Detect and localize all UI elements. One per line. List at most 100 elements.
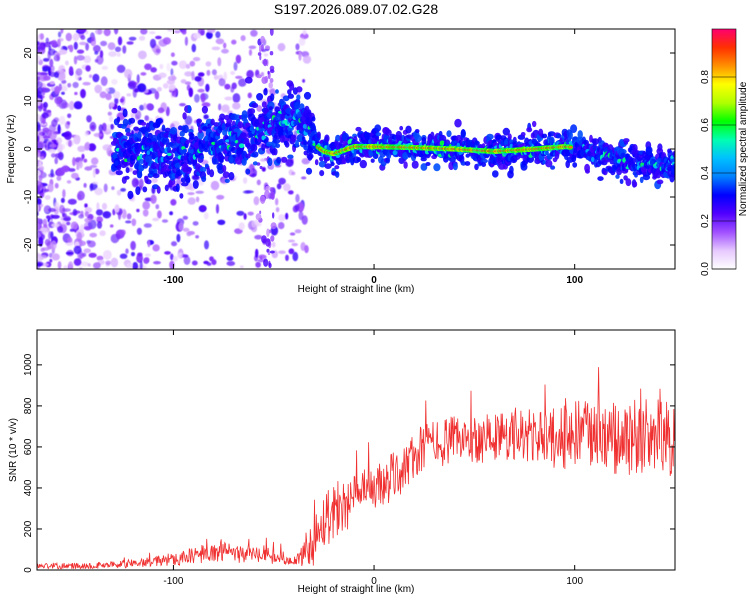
spectrogram-noise-cell <box>130 240 136 251</box>
spectrogram-noise-cell <box>250 29 258 37</box>
spectrogram-noise-cell <box>41 112 49 119</box>
spectrogram-ridge-cell <box>185 166 192 172</box>
spectrogram-noise-cell <box>298 37 306 46</box>
spectrogram-ridge-cell <box>238 143 245 148</box>
spectrogram-ridge-cell <box>122 161 130 166</box>
spectrogram-noise-cell <box>65 251 74 255</box>
spectrogram-ridge-cell <box>555 133 562 139</box>
spectrogram-noise-cell <box>117 36 123 46</box>
spectrogram-ridge-cell <box>145 154 152 163</box>
spectrogram-noise-cell <box>269 250 275 254</box>
spectrogram-ridge-cell <box>179 130 185 137</box>
spectrogram-noise-cell <box>288 248 295 255</box>
spectrogram-noise-cell <box>49 258 53 263</box>
spectrogram-ridge-cell <box>370 158 375 163</box>
spectrogram-noise-cell <box>120 188 126 192</box>
spectrogram-noise-cell <box>144 115 149 121</box>
spectrogram-ridge-cell <box>460 161 467 166</box>
spectrogram-noise-cell <box>43 75 51 81</box>
spectrogram-noise-cell <box>62 208 71 212</box>
spectrogram-ridge-cell <box>474 140 480 146</box>
spectrogram-ridge-cell <box>117 105 122 112</box>
spectrogram-noise-cell <box>139 104 145 111</box>
spectrogram-ridge-cell <box>164 184 169 192</box>
spectrogram-noise-cell <box>91 41 96 46</box>
spectrogram-noise-cell <box>184 36 188 46</box>
spectrogram-noise-cell <box>131 252 135 257</box>
spectrogram-noise-cell <box>166 62 171 72</box>
spectrogram-noise-cell <box>78 160 83 169</box>
spectrogram-noise-cell <box>253 196 260 206</box>
spectrogram-noise-cell <box>97 29 102 35</box>
spectrogram-noise-cell <box>218 78 226 87</box>
spectrogram-noise-cell <box>170 253 174 261</box>
y-tick-label: -20 <box>23 237 34 252</box>
spectrogram-ridge-cell <box>311 124 316 131</box>
spectrogram-noise-cell <box>59 204 65 214</box>
spectrogram-noise-cell <box>112 91 121 99</box>
spectrogram-ridge-cell <box>142 186 148 193</box>
spectrogram-noise-cell <box>84 203 88 208</box>
spectrogram-noise-cell <box>84 130 89 137</box>
spectrogram-noise-cell <box>298 50 302 61</box>
spectrogram-noise-cell <box>88 252 97 258</box>
spectrogram-ridge-cell <box>209 169 215 178</box>
spectrogram-noise-cell <box>272 212 275 219</box>
spectrogram-noise-cell <box>231 39 237 45</box>
spectrogram-noise-cell <box>285 158 294 167</box>
spectrogram-ridge-cell <box>179 193 184 199</box>
spectrogram-noise-cell <box>83 248 91 254</box>
spectrogram-ridge-cell <box>642 174 651 181</box>
spectrogram-ridge-cell <box>181 182 189 187</box>
spectrogram-ridge-cell <box>324 163 332 170</box>
spectrogram-noise-cell <box>179 103 186 107</box>
spectrogram-ridge-cell <box>507 170 514 179</box>
spectrogram-noise-cell <box>107 42 116 50</box>
spectrogram-ridge-cell <box>140 121 147 126</box>
spectrogram-noise-cell <box>174 30 181 34</box>
spectrogram-noise-cell <box>89 121 97 132</box>
spectrogram-noise-cell <box>49 58 54 68</box>
spectrogram-noise-cell <box>269 78 274 83</box>
spectrogram-noise-cell <box>39 156 45 160</box>
spectrogram-noise-cell <box>95 209 104 216</box>
spectrogram-ridge-cell <box>170 126 178 135</box>
spectrogram-noise-cell <box>72 81 79 89</box>
spectrogram-noise-cell <box>136 208 140 213</box>
spectrogram-noise-cell <box>264 75 269 84</box>
spectrogram-ridge-cell <box>316 131 321 139</box>
spectrogram-ridge-cell <box>629 157 637 164</box>
spectrogram-noise-cell <box>137 252 143 257</box>
spectrogram-ridge-cell <box>215 135 221 140</box>
spectrogram-noise-cell <box>83 183 87 188</box>
spectrogram-noise-cell <box>267 251 271 256</box>
spectrogram-ridge-cell <box>312 140 316 144</box>
spectrogram-noise-cell <box>215 38 225 45</box>
spectrogram-noise-cell <box>93 132 103 138</box>
spectrogram-ridge-cell <box>411 160 419 169</box>
spectrogram-noise-cell <box>68 100 75 111</box>
spectrogram-noise-cell <box>167 75 177 81</box>
spectrogram-noise-cell <box>195 235 200 239</box>
spectrogram-y-label: Frequency (Hz) <box>6 115 17 184</box>
spectrogram-noise-cell <box>170 52 175 57</box>
spectrogram-noise-cell <box>184 71 193 77</box>
spectrogram-ridge-cell <box>187 105 192 114</box>
spectrogram-noise-cell <box>44 238 51 246</box>
spectrogram-ridge-cell <box>175 183 180 192</box>
spectrogram-noise-cell <box>54 71 59 78</box>
snr-panel: -100 0 100 0 200 400 600 800 1000 Height of str… <box>8 329 676 595</box>
spectrogram-noise-cell <box>203 114 209 120</box>
spectrogram-noise-cell <box>103 250 112 260</box>
spectrogram-noise-cell <box>42 135 51 139</box>
spectrogram-noise-cell <box>67 236 73 243</box>
spectrogram-noise-cell <box>132 262 139 269</box>
spectrogram-ridge-cell <box>115 170 123 176</box>
spectrogram-noise-cell <box>57 31 62 38</box>
spectrogram-noise-cell <box>142 201 151 210</box>
spectrogram-ridge-cell <box>290 120 295 127</box>
spectrogram-ridge-cell <box>161 124 166 132</box>
spectrogram-ridge-cell <box>528 154 533 158</box>
colorbar-tick-label: 0.6 <box>700 118 711 132</box>
spectrogram-ridge-cell <box>405 125 412 134</box>
